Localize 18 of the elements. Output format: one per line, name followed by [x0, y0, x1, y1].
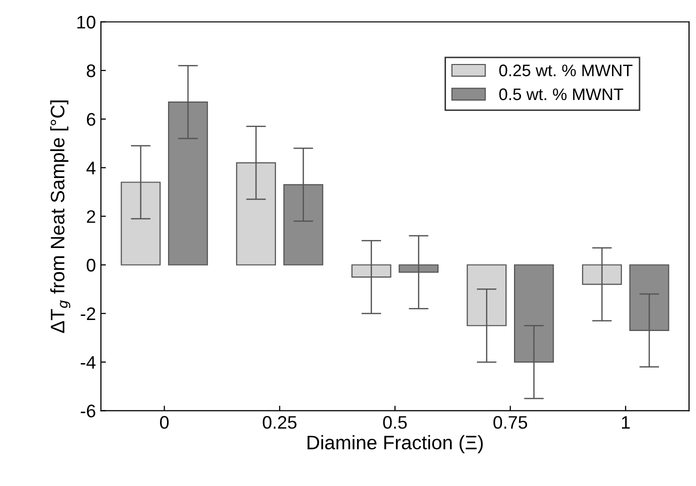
y-axis-title: ΔT$_{g}$ from Neat Sample [°C]: [50, 100, 70, 333]
legend-label: 0.5 wt. % MWNT: [499, 88, 624, 100]
x-tick-label: 0.5: [383, 416, 407, 429]
y-tick-label: -6: [80, 404, 96, 418]
x-tick-label: 0.25: [262, 416, 296, 429]
y-tick-label: 8: [86, 64, 96, 78]
x-tick-label: 0: [160, 416, 169, 429]
y-tick-label: -4: [80, 356, 96, 369]
y-tick-label: 10: [77, 16, 96, 29]
y-tick-label: 6: [86, 113, 96, 126]
y-tick-label: 0: [86, 258, 96, 272]
x-axis-title: Diamine Fraction (Ξ): [308, 435, 483, 454]
y-tick-label: -2: [80, 307, 96, 320]
x-tick-label: 0.75: [493, 416, 528, 429]
x-tick-label: 1: [622, 416, 630, 429]
y-tick-label: 2: [86, 210, 96, 223]
legend-label: 0.25 wt. % MWNT: [499, 64, 632, 76]
y-tick-label: 4: [86, 162, 96, 174]
